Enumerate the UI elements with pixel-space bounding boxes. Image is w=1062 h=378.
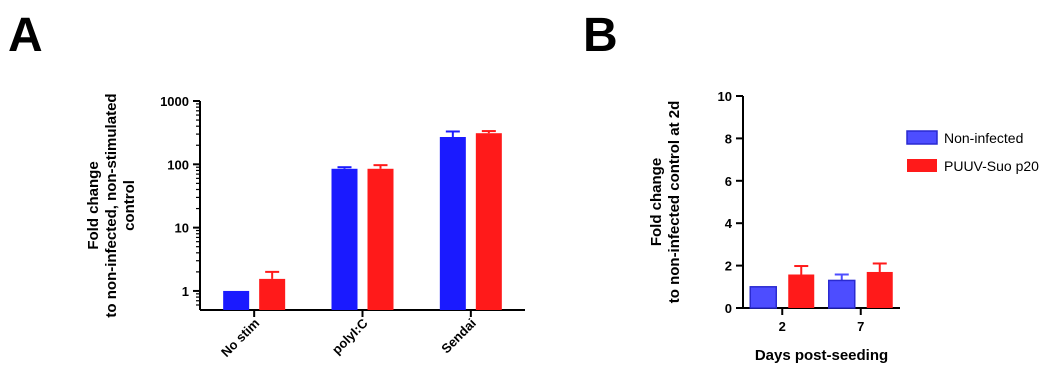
panel-b-chart: Fold change to non-infected control at 2d… <box>648 89 1039 364</box>
y-axis-label-b: Fold change <box>648 158 665 246</box>
x-axis-label-b: Days post-seeding <box>755 347 888 364</box>
legend-swatch <box>906 130 938 145</box>
legend-label: PUUV-Suo p20 <box>944 158 1039 174</box>
bar-a <box>475 133 502 310</box>
x-tick-label-a: No stim <box>218 316 262 360</box>
x-tick-label-a: polyI:C <box>329 315 371 357</box>
y-tick-label-b: 8 <box>725 131 732 146</box>
y-axis-label-b: to non-infected control at 2d <box>666 101 683 304</box>
legend-swatch <box>907 159 937 172</box>
y-tick-label-b: 0 <box>725 301 732 316</box>
bar-a <box>331 168 358 310</box>
bar-b <box>866 271 893 308</box>
bar-a <box>223 290 250 310</box>
bar-a <box>259 278 286 310</box>
bar-a <box>439 137 466 310</box>
y-tick-label-b: 4 <box>725 216 733 231</box>
y-tick-label-a: 1000 <box>160 94 189 109</box>
panel-a-chart: Fold change to non-infected, non-stimulat… <box>85 93 525 360</box>
y-tick-label-b: 10 <box>718 89 732 104</box>
y-tick-label-b: 2 <box>725 259 732 274</box>
panel-letter-a: A <box>8 9 43 62</box>
y-axis-label-a: Fold change <box>85 161 102 249</box>
y-tick-label-a: 1 <box>182 284 189 299</box>
bar-a <box>367 168 394 310</box>
x-tick-label-b: 2 <box>779 319 786 334</box>
y-axis-label-a: to non-infected, non-stimulated <box>103 93 120 317</box>
y-axis-label-a: control <box>121 180 138 231</box>
panel-letter-b: B <box>583 9 618 62</box>
bar-b <box>828 279 856 309</box>
y-tick-label-b: 6 <box>725 174 732 189</box>
y-tick-label-a: 100 <box>167 157 189 172</box>
y-tick-label-a: 10 <box>175 221 189 236</box>
x-tick-label-a: Sendai <box>438 316 479 357</box>
legend-label: Non-infected <box>944 130 1023 146</box>
x-tick-label-b: 7 <box>857 319 864 334</box>
bar-b <box>788 274 815 308</box>
bar-b <box>749 286 777 309</box>
